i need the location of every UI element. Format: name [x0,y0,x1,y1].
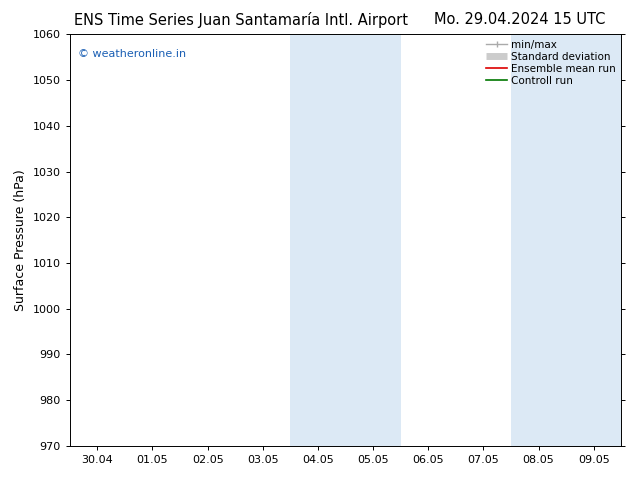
Legend: min/max, Standard deviation, Ensemble mean run, Controll run: min/max, Standard deviation, Ensemble me… [486,40,616,86]
Text: Mo. 29.04.2024 15 UTC: Mo. 29.04.2024 15 UTC [434,12,605,27]
Bar [346,34,401,446]
Bar [290,34,346,446]
Bar [566,34,621,446]
Text: © weatheronline.in: © weatheronline.in [78,49,186,59]
Y-axis label: Surface Pressure (hPa): Surface Pressure (hPa) [14,169,27,311]
Bar [511,34,566,446]
Text: ENS Time Series Juan Santamaría Intl. Airport: ENS Time Series Juan Santamaría Intl. Ai… [74,12,408,28]
